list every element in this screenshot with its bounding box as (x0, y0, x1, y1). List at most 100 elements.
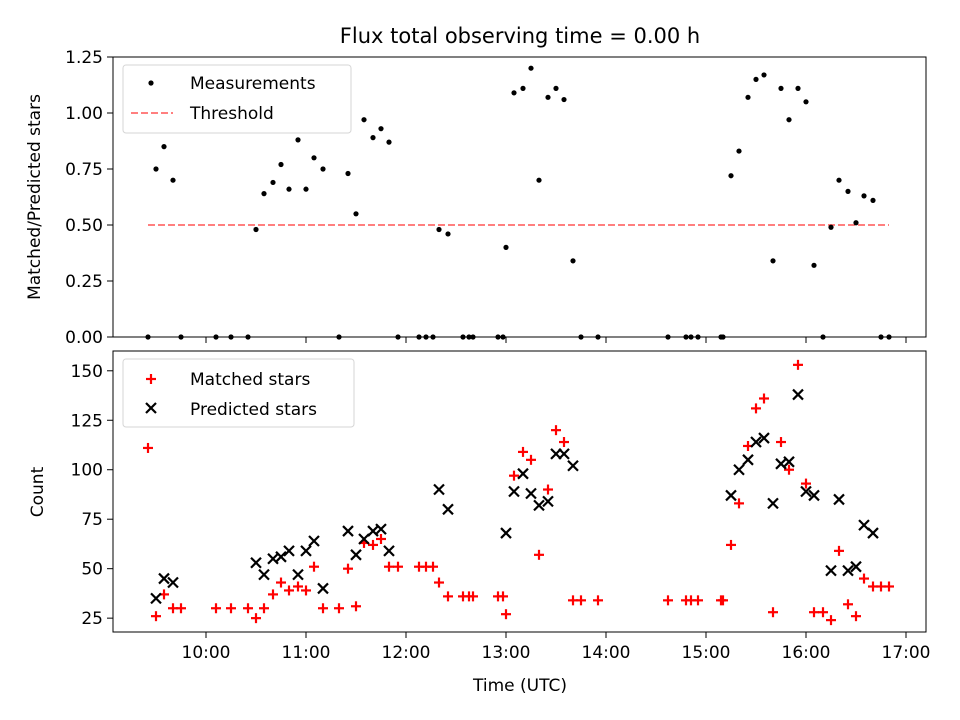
x-tick-label: 13:00 (482, 643, 531, 663)
measurement-point (445, 231, 451, 237)
measurement-point (811, 262, 817, 268)
matched-star-point (534, 549, 544, 560)
predicted-star-point (292, 568, 304, 581)
measurement-point (870, 197, 876, 203)
matched-star-point (393, 561, 403, 572)
measurement-point (520, 85, 526, 91)
predicted-star-point (308, 535, 320, 547)
measurement-point (436, 226, 442, 233)
measurement-point (536, 177, 542, 183)
matched-star-point (368, 539, 378, 550)
predicted-star-point (725, 489, 737, 502)
measurement-point (778, 85, 784, 91)
measurement-point (553, 85, 559, 91)
matched-star-point (243, 603, 253, 614)
measurement-point (761, 72, 767, 78)
measurement-point (295, 137, 301, 143)
matched-star-point (726, 539, 736, 550)
measurement-point (845, 188, 851, 194)
ratio-legend-frame (122, 64, 352, 134)
measurement-point (253, 226, 259, 233)
predicted-star-point (442, 503, 454, 516)
predicted-star-point (158, 572, 170, 585)
count-y-tick-label: 75 (81, 510, 103, 530)
x-tick-label: 17:00 (882, 643, 931, 663)
ratio-points (145, 65, 892, 340)
predicted-star-point (833, 493, 845, 506)
predicted-star-point (800, 485, 812, 498)
ratio-plot-frame (112, 56, 927, 338)
predicted-star-point (358, 533, 370, 545)
measurement-point (261, 191, 267, 197)
matched-star-point (211, 603, 221, 614)
count-y-tick-label: 150 (71, 362, 103, 382)
ratio-y-tick-label: 0.00 (65, 328, 103, 348)
matched-star-point (518, 446, 528, 457)
matched-star-point (818, 607, 828, 618)
matched-star-point (509, 470, 519, 481)
x-tick-label: 12:00 (382, 643, 431, 663)
predicted-star-point (742, 454, 754, 466)
measurement-point (503, 244, 509, 250)
predicted-star-point (842, 564, 854, 577)
matched-star-point (498, 591, 508, 602)
predicted-star-point (317, 582, 329, 595)
measurement-point (370, 135, 376, 141)
measurement-point (561, 96, 567, 103)
matched-star-point (718, 595, 728, 606)
matched-star-point (884, 581, 894, 592)
legend-threshold-label: Threshold (189, 104, 274, 124)
legend-predicted-label: Predicted stars (190, 400, 317, 420)
matched-star-point (663, 595, 673, 606)
count-legend: Matched stars Predicted stars (122, 358, 355, 428)
matched-star-point (759, 393, 769, 404)
predicted-star-point (733, 463, 745, 476)
matched-star-point (768, 607, 778, 618)
matched-star-point (284, 585, 294, 596)
matched-star-point (468, 591, 478, 602)
measurement-point (170, 177, 176, 183)
measurement-point (736, 148, 742, 154)
predicted-star-point (567, 459, 579, 472)
count-panel: 25 50 75 100 125 150 10:00 11:00 12:00 13:00 14:00… (28, 350, 931, 696)
measurement-point (728, 173, 734, 179)
legend-measurements-marker (148, 80, 154, 86)
predicted-star-point (767, 497, 779, 510)
matched-star-point (443, 591, 453, 602)
predicted-star-point (792, 388, 804, 401)
matched-star-point (851, 611, 861, 622)
predicted-star-point (850, 560, 862, 573)
ratio-y-axis-label: Matched/Predicted stars (25, 94, 45, 300)
legend-predicted-marker (145, 402, 157, 414)
measurement-point (545, 94, 551, 100)
count-legend-frame (122, 358, 355, 428)
legend-measurements-label: Measurements (190, 74, 316, 94)
matched-star-point (693, 595, 703, 606)
count-axes: 25 50 75 100 125 150 10:00 11:00 12:00 13:00 14:00… (71, 362, 931, 663)
ratio-y-tick-label: 0.75 (65, 160, 103, 180)
measurement-point (311, 155, 317, 161)
ratio-axes: 0.00 0.25 0.50 0.75 1.00 1.25 (65, 48, 907, 348)
measurement-point (345, 170, 351, 177)
predicted-star-point (375, 523, 387, 535)
predicted-star-point (825, 564, 837, 577)
matched-star-point (801, 478, 811, 489)
ratio-y-tick-label: 0.25 (65, 272, 103, 292)
matched-star-point (826, 615, 836, 626)
measurement-point (803, 99, 809, 105)
matched-star-point (251, 613, 261, 624)
measurement-point (745, 94, 751, 100)
predicted-star-point (533, 499, 545, 512)
measurement-point (528, 65, 534, 71)
matched-star-point (226, 603, 236, 614)
matched-star-point (384, 561, 394, 572)
ratio-y-tick-label: 0.50 (65, 216, 103, 236)
matched-star-point (343, 563, 353, 574)
measurement-point (786, 117, 792, 123)
measurement-point (353, 211, 359, 217)
matched-star-point (259, 603, 269, 614)
count-points (143, 359, 894, 626)
matched-star-point (809, 607, 819, 618)
matched-star-point (176, 603, 186, 614)
measurement-point (386, 139, 392, 145)
